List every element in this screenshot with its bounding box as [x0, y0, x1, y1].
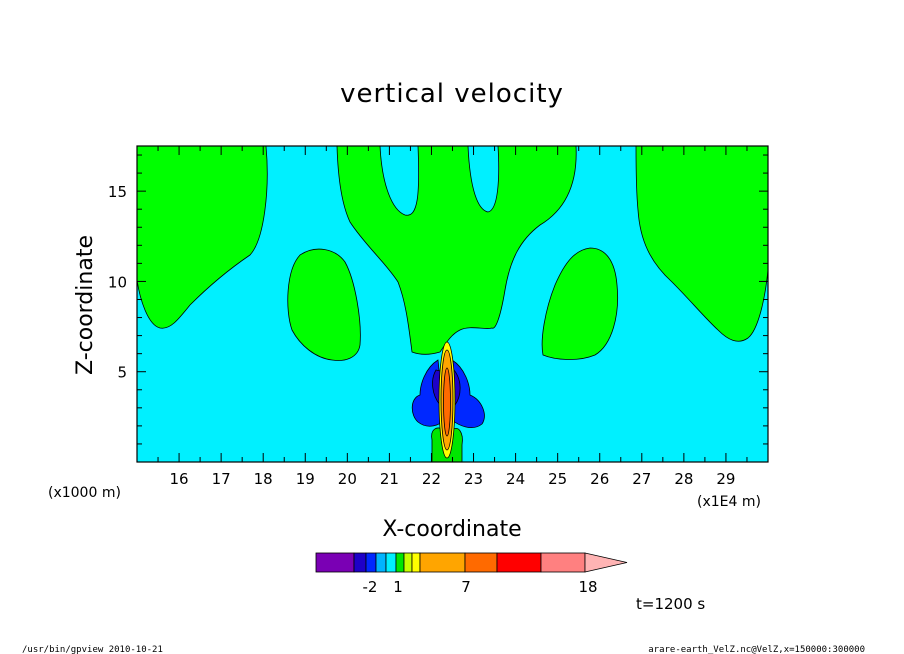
x-tick-label: 17 [212, 470, 231, 488]
green-region-mid-right [541, 247, 618, 360]
x-tick-label: 28 [674, 470, 693, 488]
y-tick-label: 15 [108, 183, 127, 201]
colorbar-tick-label: -2 [363, 578, 378, 596]
y-axis-label: Z-coordinate [73, 235, 98, 375]
colorbar-segment [365, 552, 377, 573]
colorbar [315, 552, 628, 573]
colorbar-segment [353, 552, 367, 573]
colorbar-extension [584, 552, 628, 573]
colorbar-tick-label: 7 [461, 578, 471, 596]
colorbar-segment [496, 552, 542, 573]
colorbar-segment [411, 552, 421, 573]
colorbar-segment [464, 552, 498, 573]
colorbar-segment [540, 552, 586, 573]
x-tick-label: 27 [632, 470, 651, 488]
x-tick-label: 18 [254, 470, 273, 488]
x-tick-label: 20 [338, 470, 357, 488]
x-tick-label: 23 [464, 470, 483, 488]
colorbar-segment [403, 552, 413, 573]
colorbar-segment [395, 552, 405, 573]
negative-lobe-right [451, 359, 485, 428]
colorbar-segment [419, 552, 466, 573]
x-axis-label: X-coordinate [382, 517, 521, 542]
y-tick-label: 10 [108, 273, 127, 291]
colorbar-labels: -2 1 7 18 [363, 578, 598, 596]
storm-cell [411, 341, 485, 463]
chart-title: vertical velocity [340, 79, 564, 109]
y-tick-label: 5 [117, 364, 127, 382]
x-tick-label: 24 [506, 470, 525, 488]
colorbar-tick-label: 18 [578, 578, 597, 596]
x-tick-label: 25 [548, 470, 567, 488]
footer-right: arare-earth_VelZ.nc@VelZ,x=150000:300000 [648, 645, 865, 654]
x-tick-label: 21 [380, 470, 399, 488]
green-region-left [136, 145, 268, 329]
colorbar-segment [385, 552, 397, 573]
x-tick-label: 16 [170, 470, 189, 488]
green-region-mid-left [287, 248, 361, 361]
x-tick-label: 29 [716, 470, 735, 488]
footer-left: /usr/bin/gpview 2010-10-21 [22, 645, 163, 654]
y-axis-unit: (x1000 m) [48, 485, 121, 501]
time-label: t=1200 s [636, 595, 705, 613]
axis-ticks: 16 17 18 19 20 21 22 23 24 25 26 27 28 29 5 10 15 [108, 146, 768, 488]
x-tick-label: 26 [590, 470, 609, 488]
deep-orange-core [443, 367, 451, 437]
green-region-right [635, 145, 769, 342]
colorbar-segment [375, 552, 387, 573]
colorbar-segment [315, 552, 355, 573]
x-axis-unit: (x1E4 m) [697, 494, 761, 510]
plot-area: 16 17 18 19 20 21 22 23 24 25 26 27 28 29 5 10 15 [108, 145, 769, 488]
colorbar-tick-label: 1 [393, 578, 403, 596]
x-tick-label: 22 [422, 470, 441, 488]
x-tick-label: 19 [296, 470, 315, 488]
